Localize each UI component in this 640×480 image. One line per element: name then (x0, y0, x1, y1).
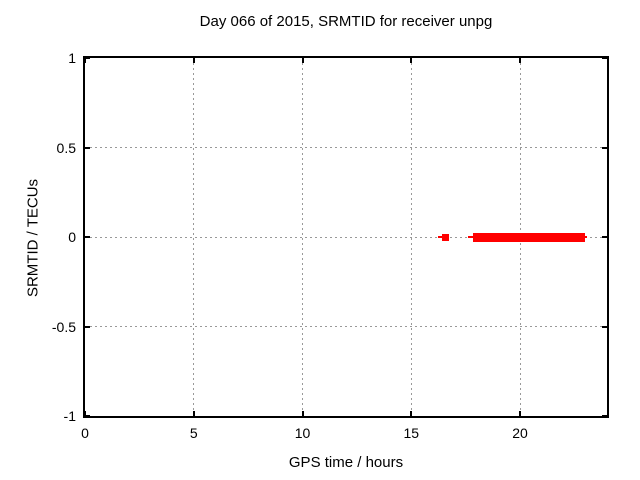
y-tick-mark (602, 236, 607, 238)
x-tick-mark (192, 58, 195, 63)
grid-line-horizontal (85, 236, 607, 238)
x-tick-mark (519, 411, 521, 416)
data-marker-thin (468, 236, 473, 238)
x-tick-mark (519, 58, 521, 63)
data-marker-thin (585, 236, 588, 238)
x-tick-mark (84, 58, 86, 63)
x-axis-label: GPS time / hours (288, 454, 404, 471)
chart-title: Day 066 of 2015, SRMTID for receiver unp… (199, 13, 493, 30)
y-tick-label: 1 (68, 50, 76, 66)
x-tick-mark (301, 411, 304, 416)
grid-line-horizontal (85, 326, 607, 327)
x-tick-label: 20 (512, 425, 528, 441)
grid-line-horizontal (85, 147, 607, 148)
y-tick-label: 0 (68, 229, 76, 245)
y-tick-label: -1 (63, 408, 76, 424)
y-tick-mark (602, 57, 607, 59)
plot-area (83, 56, 609, 418)
y-tick-mark (602, 146, 607, 149)
x-tick-label: 0 (81, 425, 89, 441)
y-tick-label: -0.5 (51, 318, 76, 335)
x-tick-mark (301, 58, 304, 63)
x-tick-label: 5 (189, 425, 198, 441)
y-tick-mark (85, 236, 90, 238)
data-marker-run (473, 232, 586, 242)
y-tick-mark (85, 146, 90, 149)
x-tick-label: 10 (294, 425, 311, 441)
y-tick-mark (85, 325, 90, 328)
y-tick-label: 0.5 (56, 139, 76, 156)
y-tick-mark (85, 415, 90, 417)
y-tick-mark (602, 415, 607, 417)
x-tick-label: 15 (403, 425, 420, 441)
y-tick-mark (85, 57, 90, 59)
x-tick-mark (410, 58, 413, 63)
y-tick-mark (602, 325, 607, 328)
data-marker-thin (438, 236, 442, 238)
data-marker-point (441, 233, 449, 241)
x-tick-mark (192, 411, 195, 416)
x-tick-mark (84, 411, 86, 416)
x-tick-mark (410, 411, 413, 416)
